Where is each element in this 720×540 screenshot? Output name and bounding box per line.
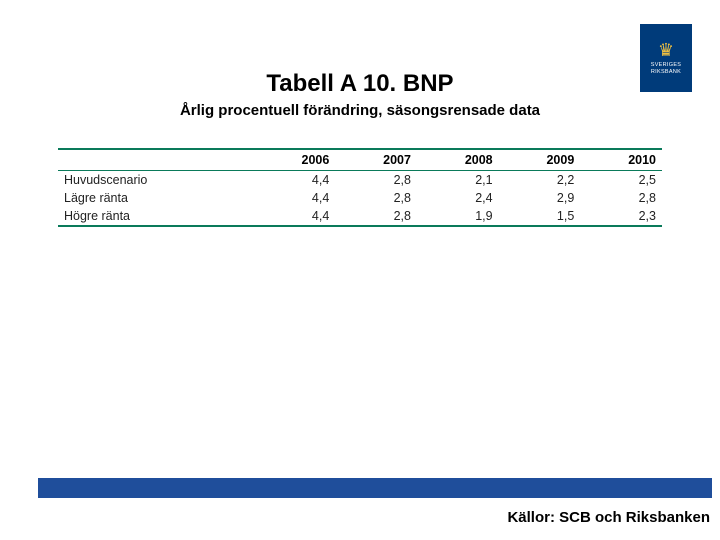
cell: 4,4 xyxy=(254,207,336,226)
data-table-wrap: 2006 2007 2008 2009 2010 Huvudscenario 4… xyxy=(58,148,662,227)
cell: 4,4 xyxy=(254,189,336,207)
title-block: Tabell A 10. BNP Årlig procentuell förän… xyxy=(0,70,720,119)
page-title: Tabell A 10. BNP xyxy=(0,70,720,98)
cell: 2,4 xyxy=(417,189,499,207)
cell: 2,5 xyxy=(580,171,662,190)
row-label: Huvudscenario xyxy=(58,171,254,190)
cell: 2,2 xyxy=(499,171,581,190)
cell: 2,3 xyxy=(580,207,662,226)
table-row: Högre ränta 4,4 2,8 1,9 1,5 2,3 xyxy=(58,207,662,226)
cell: 1,9 xyxy=(417,207,499,226)
row-label: Högre ränta xyxy=(58,207,254,226)
cell: 2,9 xyxy=(499,189,581,207)
table-row: Huvudscenario 4,4 2,8 2,1 2,2 2,5 xyxy=(58,171,662,190)
col-header: 2008 xyxy=(417,150,499,171)
col-header: 2009 xyxy=(499,150,581,171)
cell: 2,8 xyxy=(580,189,662,207)
sources-label: Källor: SCB och Riksbanken xyxy=(507,509,710,526)
row-label: Lägre ränta xyxy=(58,189,254,207)
col-header: 2007 xyxy=(335,150,417,171)
cell: 1,5 xyxy=(499,207,581,226)
crown-icon: ♛ xyxy=(658,41,674,59)
col-header: 2006 xyxy=(254,150,336,171)
page-subtitle: Årlig procentuell förändring, säsongsren… xyxy=(0,102,720,119)
cell: 2,8 xyxy=(335,189,417,207)
cell: 2,1 xyxy=(417,171,499,190)
col-header xyxy=(58,150,254,171)
data-table: 2006 2007 2008 2009 2010 Huvudscenario 4… xyxy=(58,148,662,227)
col-header: 2010 xyxy=(580,150,662,171)
table-row: Lägre ränta 4,4 2,8 2,4 2,9 2,8 xyxy=(58,189,662,207)
slide: ♛ SVERIGES RIKSBANK Tabell A 10. BNP Årl… xyxy=(0,0,720,540)
cell: 4,4 xyxy=(254,171,336,190)
table-header-row: 2006 2007 2008 2009 2010 xyxy=(58,150,662,171)
footer-bar xyxy=(38,478,712,498)
cell: 2,8 xyxy=(335,207,417,226)
cell: 2,8 xyxy=(335,171,417,190)
